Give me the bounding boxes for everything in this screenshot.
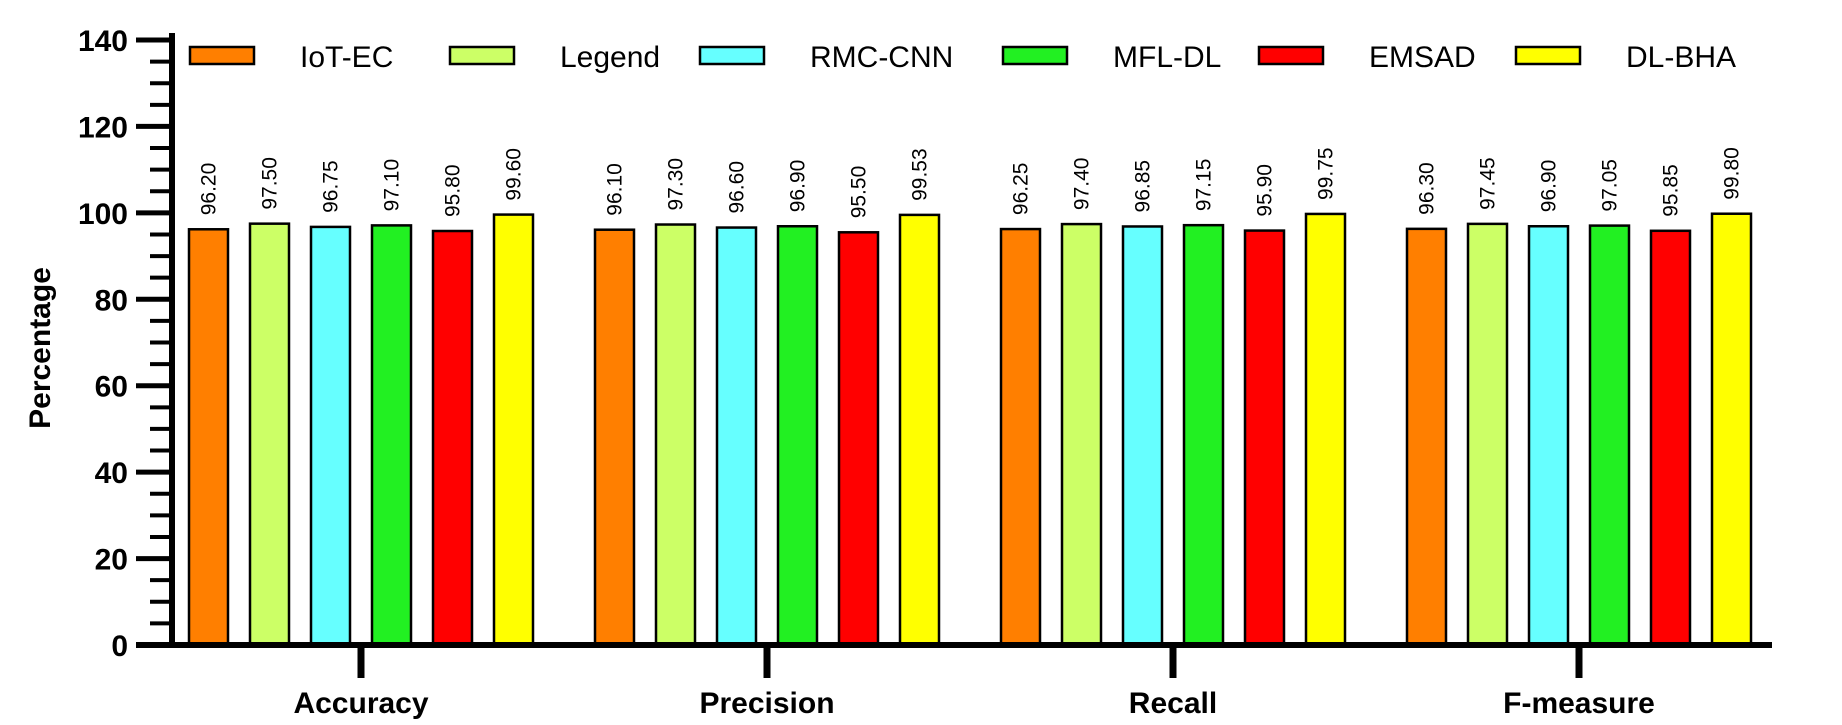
data-label: 97.05 <box>1599 159 1622 212</box>
data-label: 96.20 <box>198 163 221 216</box>
legend-label: Legend <box>560 41 660 74</box>
data-label: 96.60 <box>726 161 749 214</box>
data-label: 97.40 <box>1071 158 1094 211</box>
bars <box>187 212 1753 647</box>
bar <box>431 229 474 647</box>
legend-swatch <box>188 45 256 66</box>
x-category-label: Precision <box>699 687 834 720</box>
bar <box>1527 225 1570 647</box>
legend-label: IoT-EC <box>300 41 393 74</box>
legend: IoT-EC Legend RMC-CNN MFL-DL EMSAD DL-BHA <box>188 41 1736 74</box>
legend-label: MFL-DL <box>1113 41 1221 74</box>
bar <box>1466 222 1509 647</box>
bar <box>1405 227 1448 647</box>
data-label: 96.10 <box>604 163 627 216</box>
data-label: 99.53 <box>909 148 932 201</box>
data-label: 97.45 <box>1477 157 1500 210</box>
x-category-label: Accuracy <box>293 687 428 720</box>
y-axis-title: Percentage <box>24 267 57 429</box>
bar <box>999 227 1042 647</box>
y-tick-label: 140 <box>78 25 128 58</box>
x-axis: Accuracy Precision Recall F-measure <box>293 645 1655 720</box>
data-labels: 96.20 97.50 96.75 97.10 95.80 99.60 96.10 97.30… <box>198 147 1744 218</box>
data-label: 99.80 <box>1721 147 1744 200</box>
x-category-label: F-measure <box>1503 687 1655 720</box>
y-tick-label: 120 <box>78 111 128 144</box>
data-label: 99.75 <box>1315 147 1338 200</box>
legend-swatch <box>698 45 766 66</box>
data-label: 96.90 <box>787 160 810 213</box>
bar <box>715 226 758 647</box>
data-label: 97.15 <box>1193 159 1216 212</box>
bar <box>309 225 352 647</box>
bar <box>898 213 941 647</box>
bar <box>1060 222 1103 647</box>
data-label: 95.50 <box>848 166 871 219</box>
y-tick-label: 80 <box>95 284 128 317</box>
bar <box>248 222 291 647</box>
bar <box>187 228 230 647</box>
data-label: 96.90 <box>1538 160 1561 213</box>
bar <box>776 225 819 647</box>
data-label: 95.90 <box>1254 164 1277 217</box>
y-tick-label: 20 <box>95 544 128 577</box>
data-label: 99.60 <box>503 148 526 201</box>
legend-label: DL-BHA <box>1626 41 1736 74</box>
y-tick-label: 100 <box>78 198 128 231</box>
bar <box>654 223 697 647</box>
bar <box>1304 212 1347 647</box>
data-label: 95.85 <box>1660 164 1683 217</box>
data-label: 97.50 <box>259 157 282 210</box>
legend-label: RMC-CNN <box>810 41 953 74</box>
legend-swatch <box>1257 45 1325 66</box>
legend-swatch <box>448 45 516 66</box>
bar <box>837 231 880 647</box>
legend-label: EMSAD <box>1369 41 1476 74</box>
data-label: 96.30 <box>1416 162 1439 215</box>
bar <box>593 228 636 647</box>
data-label: 97.10 <box>381 159 404 212</box>
data-label: 95.80 <box>442 164 465 217</box>
bar <box>1649 229 1692 647</box>
bar <box>1243 229 1286 647</box>
y-tick-label: 0 <box>111 630 128 663</box>
data-label: 96.85 <box>1132 160 1155 213</box>
bar <box>1588 224 1631 647</box>
data-label: 97.30 <box>665 158 688 211</box>
legend-swatch <box>1514 45 1582 66</box>
data-label: 96.25 <box>1010 163 1033 216</box>
bar <box>370 224 413 647</box>
legend-swatch <box>1001 45 1069 66</box>
bar <box>1121 225 1164 647</box>
bar <box>1182 223 1225 647</box>
bar <box>492 213 535 647</box>
x-category-label: Recall <box>1129 687 1217 720</box>
y-axis-ticks: 0 20 40 60 80 100 120 140 <box>78 25 172 663</box>
y-tick-label: 40 <box>95 457 128 490</box>
y-tick-label: 60 <box>95 371 128 404</box>
bar <box>1710 212 1753 647</box>
data-label: 96.75 <box>320 160 343 213</box>
